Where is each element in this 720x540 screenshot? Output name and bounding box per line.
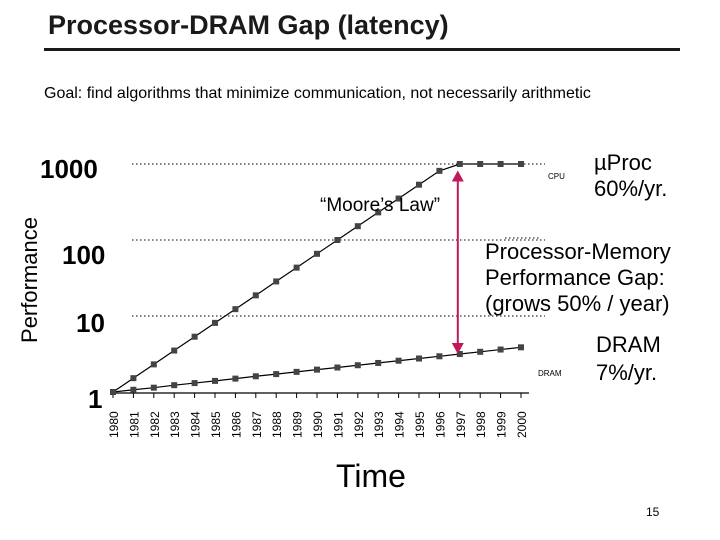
y-tick-label: 10: [76, 308, 105, 338]
gap-label-line-1: Processor-Memory: [485, 239, 671, 264]
cpu-data-point: [232, 306, 239, 313]
cpu-data-point: [334, 237, 341, 243]
dram-data-point: [375, 359, 382, 366]
cpu-data-point: [293, 264, 300, 271]
cpu-data-point: [395, 195, 402, 202]
cpu-series-line: [112, 163, 521, 393]
x-tick-label: 1992: [352, 411, 366, 438]
dram-data-point: [130, 386, 137, 393]
cpu-data-point: [477, 161, 484, 167]
y-tick-label: 1: [88, 384, 103, 414]
dram-data-point: [395, 357, 402, 364]
x-tick-label: 1983: [168, 411, 182, 438]
dram-data-point: [252, 373, 259, 380]
x-tick-label: 2000: [515, 411, 529, 438]
cpu-data-point: [252, 292, 259, 299]
cpu-data-point: [273, 278, 280, 285]
cpu-data-point: [497, 161, 504, 167]
cpu-data-point: [436, 167, 443, 174]
x-axis-label: Time: [336, 458, 406, 494]
cpu-data-point: [212, 319, 218, 326]
dram-tag-label: DRAM: [538, 369, 562, 378]
x-tick-label: 1989: [291, 411, 305, 438]
cpu-data-point: [130, 375, 137, 382]
cpu-data-point: [518, 161, 524, 167]
dram-data-point: [212, 377, 218, 384]
page-number: 15: [646, 505, 660, 519]
x-tick-label: 1995: [413, 411, 427, 438]
x-tick-label: 1981: [127, 411, 141, 438]
dram-data-point: [436, 353, 443, 360]
x-tick-label: 1996: [433, 411, 447, 438]
cpu-data-point: [456, 161, 463, 167]
cpu-tag-label: CPU: [548, 172, 565, 181]
proc-rate-label: µProc: [594, 150, 652, 175]
x-tick-label: 1991: [331, 411, 345, 438]
proc-rate-value: 60%/yr.: [594, 176, 667, 201]
data-series: [110, 161, 524, 395]
dram-data-point: [518, 344, 524, 351]
x-tick-label: 1993: [372, 411, 386, 438]
dram-data-point: [171, 382, 178, 389]
x-tick-label: 1997: [454, 411, 468, 438]
y-tick-label: 100: [62, 240, 106, 270]
x-tick-label: 1987: [250, 411, 264, 438]
cpu-data-point: [150, 361, 157, 368]
dram-data-point: [293, 368, 300, 375]
dram-data-point: [416, 355, 422, 362]
cpu-data-point: [171, 347, 178, 354]
x-tick-label: 1998: [474, 411, 488, 438]
title-rule: [44, 48, 680, 51]
x-tick-label: 1994: [393, 411, 407, 438]
dram-data-point: [273, 371, 280, 378]
cpu-data-point: [416, 181, 422, 188]
dram-data-point: [191, 380, 198, 387]
dram-rate-value: 7%/yr.: [596, 360, 657, 385]
cpu-data-point: [354, 223, 361, 230]
dram-data-point: [497, 346, 504, 353]
x-tick-label: 1985: [209, 411, 223, 438]
x-tick-label: 1982: [148, 411, 162, 438]
dram-data-point: [110, 389, 116, 395]
x-tick-label: 1999: [495, 411, 509, 438]
dram-data-point: [314, 366, 320, 373]
dram-data-point: [232, 375, 239, 382]
gap-label-line-2: Performance Gap:: [485, 265, 665, 290]
gap-arrow-head-up: [451, 170, 464, 182]
cpu-data-point: [375, 209, 382, 216]
cpu-data-point: [191, 333, 198, 340]
dram-rate-label: DRAM: [596, 332, 661, 357]
x-tick-label: 1980: [107, 411, 121, 438]
x-tick-label: 1988: [270, 411, 284, 438]
x-tick-label: 1984: [189, 411, 203, 438]
x-tick-label: 1986: [229, 411, 243, 438]
x-tick-label: 1990: [311, 411, 325, 438]
slide-title: Processor-DRAM Gap (latency): [48, 10, 449, 40]
dram-data-point: [477, 348, 484, 355]
y-tick-label: 1000: [40, 154, 98, 184]
dram-data-point: [456, 351, 463, 358]
dram-data-point: [150, 384, 157, 391]
gap-label-line-3: (grows 50% / year): [485, 291, 670, 316]
cpu-data-point: [314, 250, 320, 257]
axes: 1980 1981 1982 1983 1984 1985 1986 1987 1988 1989…: [107, 392, 529, 438]
moores-law-label: “Moore’s Law”: [320, 195, 440, 216]
dram-data-point: [354, 362, 361, 369]
subtitle: Goal: find algorithms that minimize comm…: [44, 85, 591, 102]
gap-arrow-head-down: [451, 343, 464, 355]
dram-data-point: [334, 364, 341, 371]
